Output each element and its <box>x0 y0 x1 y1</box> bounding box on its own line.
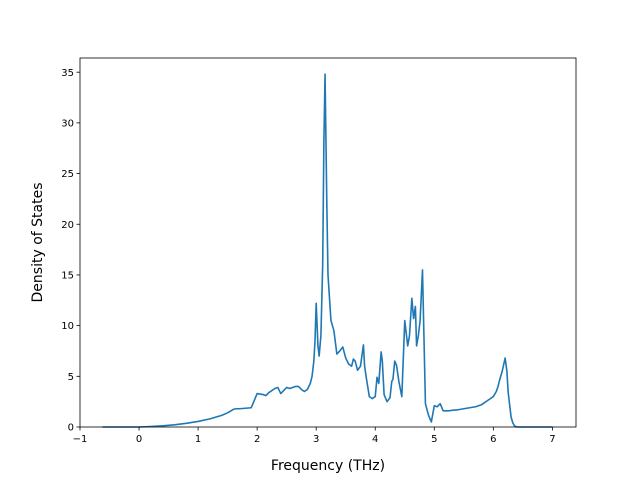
y-tick-label: 25 <box>61 169 74 180</box>
y-tick-label: 15 <box>61 271 74 282</box>
series-line <box>102 73 553 428</box>
axes-frame <box>79 57 577 428</box>
y-tick-label: 0 <box>68 423 74 434</box>
x-tick-label: −1 <box>73 434 88 445</box>
y-tick-label: 5 <box>68 372 74 383</box>
x-tick-label: 3 <box>313 434 319 445</box>
x-tick-label: 7 <box>549 434 555 445</box>
x-tick-label: 6 <box>490 434 496 445</box>
x-tick-label: 2 <box>254 434 260 445</box>
x-axis-label: Frequency (THz) <box>271 458 385 474</box>
x-tick-label: 0 <box>136 434 142 445</box>
y-axis-ticks: 0 5 10 15 20 25 30 35 <box>61 68 80 434</box>
x-tick-label: 1 <box>195 434 201 445</box>
x-tick-label: 4 <box>372 434 378 445</box>
x-tick-label: 5 <box>431 434 437 445</box>
y-tick-label: 30 <box>61 118 74 129</box>
y-tick-label: 20 <box>61 220 74 231</box>
y-tick-label: 10 <box>61 321 74 332</box>
y-axis-label: Density of States <box>30 183 46 303</box>
y-tick-label: 35 <box>61 68 74 79</box>
x-axis-ticks: −1 0 1 2 3 4 5 6 7 <box>73 427 556 445</box>
plot-area <box>102 73 553 428</box>
